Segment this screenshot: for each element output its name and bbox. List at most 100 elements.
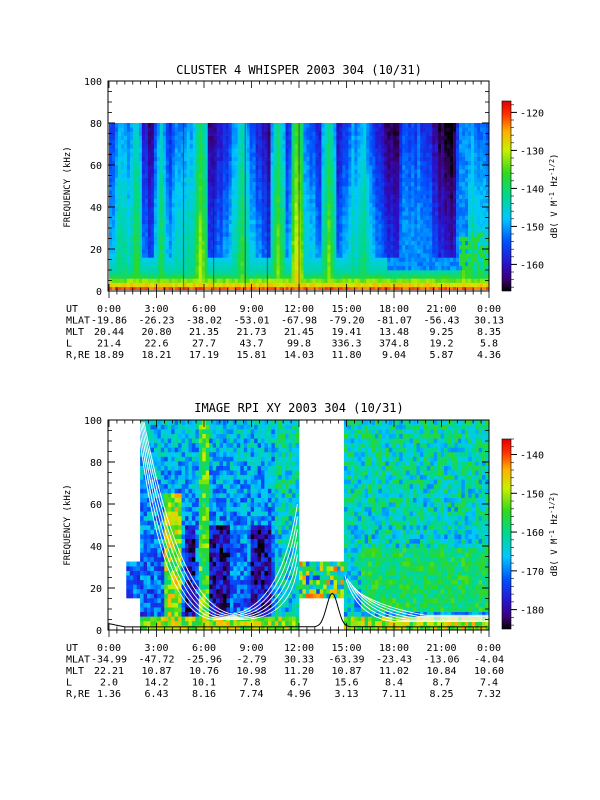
heatmap-cell [477, 160, 481, 166]
heatmap-cell [210, 282, 215, 288]
heatmap-cell [426, 169, 430, 174]
heatmap-cell [126, 139, 131, 145]
heatmap-cell [240, 270, 244, 275]
heatmap-cell [405, 265, 409, 271]
heatmap-cell [258, 152, 262, 157]
heatmap-cell [120, 274, 125, 279]
heatmap-cell [249, 249, 253, 254]
heatmap-cell [384, 236, 388, 241]
heatmap-cell [216, 232, 221, 237]
heatmap-cell [204, 265, 209, 271]
heatmap-cell [126, 223, 131, 229]
heatmap-cell [315, 127, 319, 132]
heatmap-cell [417, 223, 421, 229]
heatmap-cell [474, 160, 478, 166]
heatmap-cell [402, 249, 406, 254]
heatmap-cell [315, 152, 319, 157]
heatmap-cell [342, 127, 346, 132]
heatmap-cell [375, 135, 379, 141]
heatmap-cell [255, 123, 259, 128]
heatmap-cell [159, 131, 164, 136]
heatmap-cell [258, 278, 262, 283]
heatmap-cell [279, 249, 283, 254]
heatmap-cell [366, 156, 370, 162]
heatmap-cell [345, 278, 349, 283]
heatmap-cell [159, 186, 164, 191]
heatmap-cell [378, 270, 382, 275]
heatmap-cell [441, 207, 445, 212]
heatmap-cell [471, 249, 475, 254]
heatmap-cell [177, 190, 182, 195]
heatmap-cell [195, 173, 200, 178]
heatmap-cell [282, 144, 286, 149]
heatmap-cell [393, 135, 397, 141]
heatmap-cell [222, 228, 226, 233]
heatmap-cell [345, 144, 349, 149]
heatmap-cell [468, 265, 472, 271]
heatmap-cell [444, 257, 448, 262]
heatmap-cell [375, 274, 379, 279]
heatmap-cell [462, 135, 466, 141]
heatmap-cell [411, 270, 415, 275]
heatmap-cell [357, 144, 361, 149]
heatmap-cell [192, 257, 197, 262]
heatmap-cell [219, 240, 223, 246]
heatmap-cell [288, 131, 292, 136]
heatmap-cell [204, 207, 209, 212]
heatmap-cell [330, 257, 334, 262]
heatmap-cell [426, 240, 430, 246]
heatmap-cell [165, 160, 170, 166]
heatmap-cell [324, 265, 328, 271]
heatmap-cell [129, 173, 134, 178]
heatmap-cell [213, 282, 218, 288]
heatmap-cell [414, 219, 418, 225]
heatmap-cell [357, 249, 361, 254]
heatmap-cell [426, 148, 430, 153]
heatmap-cell [150, 202, 155, 208]
heatmap-cell [360, 173, 364, 178]
heatmap-cell [288, 181, 292, 187]
heatmap-cell [468, 215, 472, 220]
heatmap-cell [114, 278, 119, 283]
heatmap-cell [189, 236, 194, 241]
heatmap-cell [363, 156, 367, 162]
heatmap-cell [474, 173, 478, 178]
heatmap-cell [109, 228, 113, 233]
heatmap-cell [177, 211, 182, 216]
heatmap-cell [264, 253, 268, 258]
heatmap-cell [285, 261, 289, 267]
heatmap-cell [210, 127, 215, 132]
heatmap-cell [129, 253, 134, 258]
heatmap-cell [288, 173, 292, 178]
heatmap-cell [459, 173, 463, 178]
heatmap-cell [375, 219, 379, 225]
heatmap-cell [351, 265, 355, 271]
heatmap-cell [177, 282, 182, 288]
heatmap-cell [216, 240, 221, 246]
heatmap-cell [162, 265, 167, 271]
heatmap-cell [237, 190, 241, 195]
heatmap-cell [324, 135, 328, 141]
heatmap-cell [282, 270, 286, 275]
heatmap-cell [282, 198, 286, 204]
heatmap-cell [273, 173, 277, 178]
heatmap-cell [114, 152, 119, 157]
heatmap-cell [270, 244, 274, 250]
heatmap-cell [213, 156, 218, 162]
heatmap-cell [459, 144, 463, 149]
heatmap-cell [234, 219, 238, 225]
heatmap-cell [453, 244, 457, 250]
heatmap-cell [387, 160, 391, 166]
heatmap-cell [363, 228, 367, 233]
heatmap-cell [465, 278, 469, 283]
heatmap-cell [204, 135, 209, 141]
heatmap-cell [279, 198, 283, 204]
heatmap-cell [171, 207, 176, 212]
heatmap-cell [429, 160, 433, 166]
heatmap-cell [468, 219, 472, 225]
heatmap-cell [177, 194, 182, 199]
heatmap-cell [381, 270, 385, 275]
heatmap-cell [162, 282, 167, 288]
heatmap-cell [306, 144, 310, 149]
heatmap-cell [333, 274, 337, 279]
